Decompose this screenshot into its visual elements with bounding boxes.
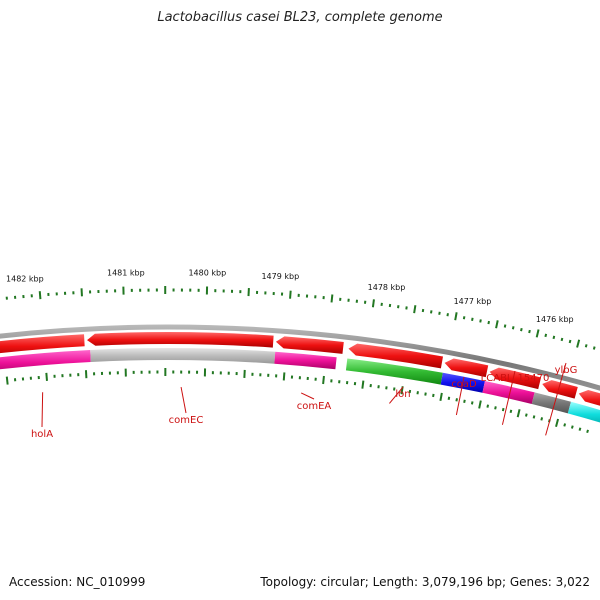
gene-tracks	[0, 331, 600, 423]
ruler-tick	[487, 320, 491, 325]
ruler-tick	[544, 333, 548, 338]
ruler-label: 1476 kbp	[536, 315, 574, 324]
backbone-track	[0, 324, 600, 391]
ruler-tick	[5, 376, 9, 385]
ruler-tick	[501, 407, 505, 412]
ruler-tick	[455, 398, 458, 402]
ruler-label: 1481 kbp	[107, 269, 145, 278]
gene-callout-line	[41, 392, 44, 428]
ruler-tick	[494, 406, 497, 410]
gene-feature	[0, 349, 91, 370]
gene-label: lon	[395, 389, 410, 400]
gene-feature	[87, 331, 274, 348]
gene-feature	[90, 347, 276, 364]
ruler-tick	[552, 335, 556, 340]
ruler-tick	[463, 399, 466, 403]
ruler-tick	[576, 339, 581, 348]
ruler-tick	[462, 316, 466, 320]
ruler-tick	[413, 305, 417, 314]
ruler-tick	[361, 380, 365, 389]
ruler-tick	[330, 294, 334, 303]
gene-labels: holA comEC comEA lon coaD LCABL_15470 ylbG	[31, 362, 578, 440]
ruler-label: 1482 kbp	[6, 274, 44, 283]
ruler-label: 1477 kbp	[454, 297, 492, 306]
gene-label: ylbG	[555, 365, 578, 376]
gene-feature	[482, 381, 535, 405]
gene-callout-line	[501, 370, 516, 425]
gene-feature	[567, 401, 600, 423]
ruler-tick	[532, 415, 536, 419]
ruler-tick	[563, 423, 567, 427]
ruler-tick	[570, 425, 574, 429]
gene-callout-line	[455, 376, 465, 416]
outer-ruler	[5, 286, 596, 350]
gene-label: comEA	[297, 401, 332, 412]
ruler-tick	[535, 329, 540, 338]
ruler-tick	[584, 344, 588, 348]
gene-feature	[489, 367, 542, 390]
ruler-tick	[486, 404, 490, 408]
ruler-tick	[446, 313, 449, 317]
gene-callout-line	[545, 362, 567, 436]
gene-callout-line	[389, 386, 404, 404]
ruler-tick	[45, 372, 48, 381]
ruler-tick	[560, 337, 564, 342]
gene-feature	[348, 343, 444, 369]
ruler-tick	[438, 311, 441, 315]
gene-feature	[0, 334, 85, 354]
backbone-arc	[0, 324, 600, 391]
ruler-tick	[479, 319, 482, 323]
ruler-tick	[578, 427, 582, 431]
gene-callout-line	[180, 386, 187, 414]
ruler-tick	[495, 320, 499, 329]
ruler-label: 1480 kbp	[188, 268, 226, 277]
gene-callout-line	[300, 392, 315, 400]
ruler-tick	[525, 413, 528, 417]
ruler-tick	[555, 418, 560, 427]
gene-feature	[531, 392, 571, 414]
gene-label: coaD	[451, 379, 477, 390]
ruler-tick	[511, 326, 515, 330]
ruler-tick	[503, 324, 507, 328]
ruler-label: 1478 kbp	[368, 283, 406, 292]
ruler-tick	[38, 291, 42, 300]
ruler-tick	[282, 372, 286, 381]
gene-feature	[275, 336, 344, 354]
gene-label: LCABL_15470	[481, 373, 550, 384]
topology-label: Topology: circular; Length: 3,079,196 bp…	[260, 575, 590, 589]
map-title: Lactobacillus casei BL23, complete genom…	[157, 10, 443, 25]
ruler-tick	[289, 290, 292, 299]
ruler-tick	[568, 339, 572, 344]
ruler-tick	[471, 317, 474, 321]
ruler-tick	[592, 346, 596, 350]
gene-feature	[444, 358, 489, 378]
ruler-label: 1479 kbp	[261, 272, 299, 281]
ruler-tick	[586, 429, 589, 434]
ruler-tick	[322, 375, 325, 385]
gene-feature	[542, 380, 578, 399]
ruler-tick	[520, 327, 523, 332]
gene-feature	[578, 389, 600, 406]
ruler-tick	[424, 392, 427, 396]
ruler-labels: 1482 kbp 1481 kbp 1480 kbp 1479 kbp 1478 kbp…	[6, 268, 574, 324]
ruler-tick	[454, 312, 458, 321]
ruler-tick	[439, 392, 443, 401]
ruler-tick	[509, 409, 513, 414]
ruler-tick	[447, 396, 451, 400]
ruler-tick	[516, 409, 521, 418]
ruler-tick	[371, 299, 375, 308]
ruler-tick	[470, 401, 474, 405]
accession-label: Accession: NC_010999	[9, 575, 146, 589]
gene-feature	[345, 358, 443, 385]
ruler-tick	[432, 393, 435, 398]
gene-feature	[274, 351, 337, 370]
ruler-tick	[528, 329, 531, 334]
ruler-tick	[478, 400, 482, 409]
gene-label: holA	[31, 429, 53, 440]
gene-label: comEC	[169, 415, 204, 426]
ruler-tick	[540, 417, 544, 421]
